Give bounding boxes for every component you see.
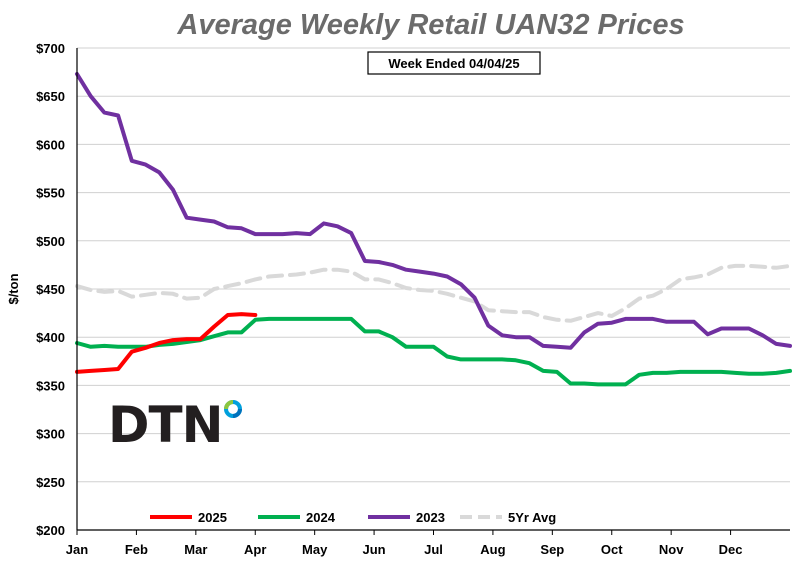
x-tick-label: Oct: [601, 542, 623, 557]
x-tick-label: Sep: [540, 542, 564, 557]
y-tick-label: $700: [36, 41, 65, 56]
series-line-2024: [75, 316, 792, 387]
grid: [77, 47, 790, 531]
x-tick-label: Dec: [719, 542, 743, 557]
y-axis-label: $/ton: [6, 273, 21, 304]
dtn-logo-ring-icon: [224, 400, 242, 418]
y-tick-label: $200: [36, 523, 65, 538]
y-tick-label: $350: [36, 378, 65, 393]
x-tick-label: May: [302, 542, 328, 557]
y-tick-label: $650: [36, 89, 65, 104]
x-tick-label: Jun: [363, 542, 386, 557]
series-layer: [75, 72, 792, 387]
x-tick-label: Jan: [66, 542, 88, 557]
legend-label: 2025: [198, 510, 227, 525]
x-tick-label: Feb: [125, 542, 148, 557]
y-tick-label: $500: [36, 234, 65, 249]
x-tick-label: Jul: [424, 542, 443, 557]
subtitle-box: Week Ended 04/04/25: [367, 51, 541, 75]
x-tick-label: Apr: [244, 542, 266, 557]
y-tick-label: $600: [36, 137, 65, 152]
x-tick-label: Nov: [659, 542, 684, 557]
x-tick-label: Mar: [184, 542, 207, 557]
legend-label: 5Yr Avg: [508, 510, 556, 525]
series-line-2025: [75, 312, 258, 374]
y-tick-label: $550: [36, 186, 65, 201]
series-line-2023: [75, 72, 792, 350]
chart-title: Average Weekly Retail UAN32 Prices: [176, 9, 684, 41]
y-tick-label: $450: [36, 282, 65, 297]
chart-subtitle: Week Ended 04/04/25: [388, 56, 519, 71]
dtn-logo: DTN: [108, 396, 242, 454]
legend-label: 2024: [306, 510, 336, 525]
series-line-5yr-avg: [75, 263, 792, 323]
y-tick-labels: $200 $250 $300 $350 $400 $450 $500 $550 $600 $650…: [36, 41, 65, 538]
legend-label: 2023: [416, 510, 445, 525]
y-tick-label: $300: [36, 427, 65, 442]
subtitle-frame: [367, 51, 541, 75]
y-tick-label: $400: [36, 330, 65, 345]
legend: 2025 2024 2023 5Yr Avg: [150, 510, 556, 525]
dtn-logo-wordmark: DTN: [108, 396, 222, 454]
y-tick-label: $250: [36, 475, 65, 490]
x-tick-label: Aug: [480, 542, 505, 557]
x-tick-labels: Jan Feb Mar Apr May Jun Jul Aug Sep Oct Nov Dec: [66, 530, 743, 557]
